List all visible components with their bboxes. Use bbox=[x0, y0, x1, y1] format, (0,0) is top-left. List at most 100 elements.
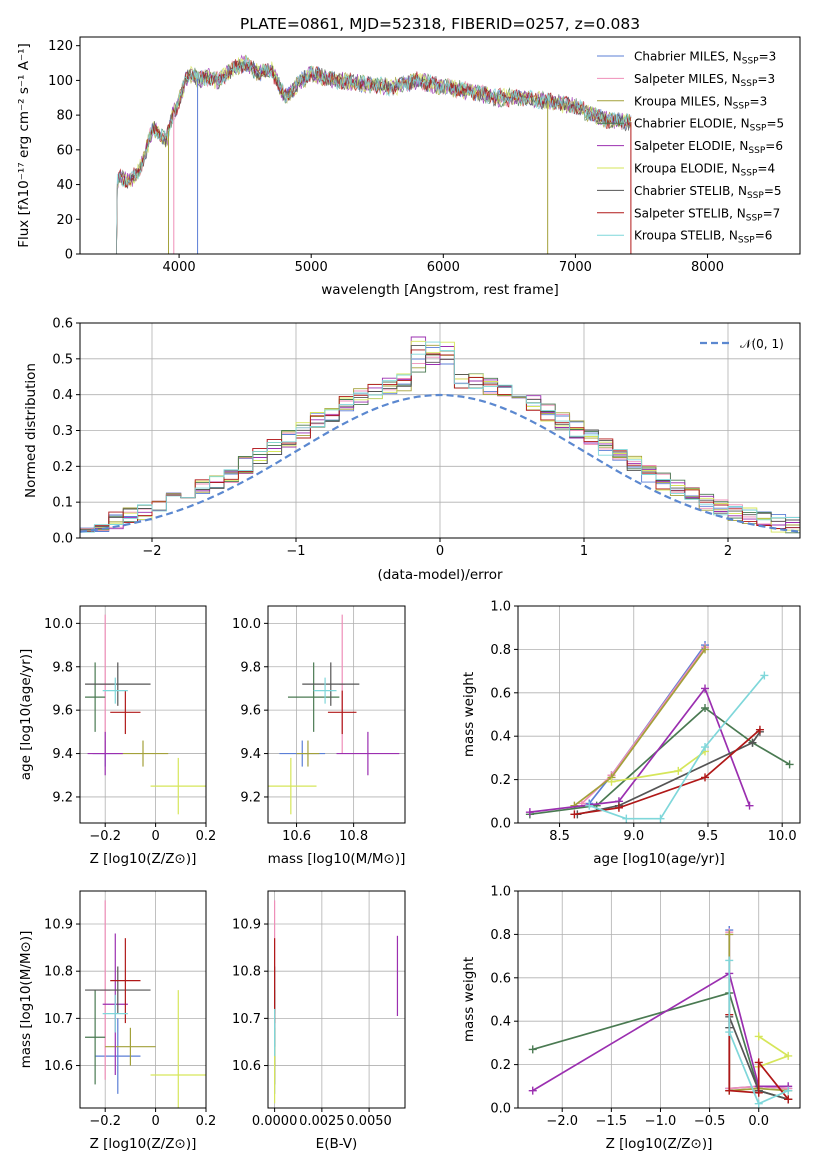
x-axis-label: Z [log10(Z/Z⊙)] bbox=[606, 1136, 713, 1152]
legend-label: Chabrier MILES, NSSP=3 bbox=[634, 50, 776, 67]
legend-label: Salpeter STELIB, NSSP=7 bbox=[634, 206, 780, 223]
ticks-residual_histogram: −2 −1 0 1 2 0.0 0.1 0.2 0.3 0.4 0.5 0.6 bbox=[52, 317, 732, 560]
mass-weight-marker bbox=[614, 803, 623, 812]
mass-weight-marker bbox=[528, 1086, 537, 1095]
axes-frame-spectrum bbox=[79, 36, 801, 255]
legend-nssp-sub: SSP bbox=[741, 79, 758, 89]
mass-weight-marker bbox=[701, 703, 710, 712]
plot-area-mass_weight_vs_metallicity bbox=[528, 926, 793, 1108]
legend-model-name: Salpeter STELIB bbox=[634, 206, 729, 220]
x-tick-label: −2 bbox=[142, 544, 161, 559]
mass-weight-marker bbox=[701, 645, 710, 654]
legend-nssp-value: 7 bbox=[773, 206, 781, 220]
y-tick-label: 9.6 bbox=[52, 704, 73, 719]
y-tick-label: 0.4 bbox=[490, 1015, 511, 1030]
x-tick-label: 7000 bbox=[559, 260, 592, 275]
legend-nssp-prefix: , N bbox=[730, 184, 747, 198]
spectrum-line bbox=[115, 59, 632, 254]
mass-weight-marker bbox=[525, 808, 534, 817]
mass-weight-marker bbox=[784, 1051, 793, 1060]
y-tick-label: 0.4 bbox=[490, 730, 511, 745]
legend-model-name: Chabrier ELODIE bbox=[634, 117, 733, 131]
ticks-mass_weight_vs_age: 8.5 9.0 9.5 10.0 0.0 0.2 0.4 0.6 0.8 1.0 bbox=[490, 600, 796, 845]
legend-nssp-eq: = bbox=[757, 162, 767, 176]
plot-area-age_vs_mass bbox=[268, 614, 400, 815]
x-tick-label: 0.2 bbox=[196, 829, 217, 844]
legend-nssp-sub: SSP bbox=[742, 57, 759, 67]
x-tick-label: 0.2 bbox=[196, 1114, 217, 1129]
ticks-spectrum: 4000 5000 6000 7000 8000 0 20 40 60 80 100 120 bbox=[48, 39, 724, 275]
grid-mass_vs_metallicity bbox=[80, 891, 207, 1108]
legend-model-name: Chabrier MILES bbox=[634, 50, 725, 64]
grid-age_vs_metallicity bbox=[80, 606, 207, 823]
x-tick-label: 10.8 bbox=[339, 829, 368, 844]
ticks-mass_weight_vs_metallicity: −2.0 −1.5 −1.0 −0.5 0.0 0.0 0.2 0.4 0.6 0.8 1.0 bbox=[490, 885, 769, 1130]
x-tick-label: 0.0025 bbox=[299, 1114, 345, 1129]
mass-weight-marker bbox=[725, 1086, 734, 1095]
grid-mass_weight_vs_metallicity bbox=[518, 890, 800, 1109]
legend-label: Salpeter MILES, NSSP=3 bbox=[634, 72, 775, 89]
y-tick-label: 10.8 bbox=[44, 965, 73, 980]
mass-weight-marker bbox=[622, 814, 631, 823]
axes-frame-age_vs_metallicity bbox=[79, 605, 207, 824]
mass-weight-marker bbox=[585, 801, 594, 810]
legend-nssp-eq: = bbox=[755, 229, 765, 243]
y-tick-label: 9.6 bbox=[240, 704, 261, 719]
x-tick-label: 10.0 bbox=[768, 829, 797, 844]
x-tick-label: 0 bbox=[436, 544, 444, 559]
ticks-mass_vs_ebv: 0.0000 0.0025 0.0050 10.6 10.7 10.8 10.9 bbox=[232, 918, 392, 1129]
grid-mass_weight_vs_age bbox=[518, 605, 800, 824]
y-tick-label: 0.4 bbox=[52, 388, 73, 403]
legend-nssp-eq: = bbox=[757, 72, 767, 86]
y-tick-label: 120 bbox=[48, 39, 73, 54]
x-axis-label: mass [log10(M/M⊙)] bbox=[268, 851, 406, 867]
legend-nssp-prefix: , N bbox=[732, 139, 749, 153]
y-tick-label: 9.8 bbox=[240, 660, 261, 675]
legend-nssp-sub: SSP bbox=[733, 101, 750, 111]
mass-weight-marker bbox=[725, 1028, 734, 1037]
x-tick-label: −2.0 bbox=[546, 1114, 578, 1129]
x-tick-label: 6000 bbox=[427, 260, 460, 275]
legend-nssp-eq: = bbox=[763, 206, 773, 220]
y-tick-label: 40 bbox=[56, 178, 73, 193]
axes-mass_weight_vs_age: 8.5 9.0 9.5 10.0 0.0 0.2 0.4 0.6 0.8 1.0 age [log1… bbox=[461, 600, 801, 867]
legend-nssp-prefix: , N bbox=[724, 162, 741, 176]
x-tick-label: −0.5 bbox=[694, 1114, 726, 1129]
legend-nssp-prefix: , N bbox=[733, 117, 750, 131]
mass-weight-marker bbox=[754, 1032, 763, 1041]
axes-frame-mass_vs_metallicity bbox=[79, 890, 207, 1109]
y-tick-label: 0.0 bbox=[52, 532, 73, 547]
y-axis-label: mass [log10(M/M⊙)] bbox=[18, 931, 34, 1069]
legend-nssp-value: 3 bbox=[760, 94, 768, 108]
y-tick-label: 9.2 bbox=[240, 790, 261, 805]
legend-nssp-sub: SSP bbox=[750, 124, 767, 134]
plot-area-mass_vs_ebv bbox=[274, 900, 399, 1104]
y-tick-label: 10.9 bbox=[232, 918, 261, 933]
x-tick-label: 9.0 bbox=[623, 829, 644, 844]
y-axis-label: Flux [fλ10⁻¹⁷ erg cm⁻² s⁻¹ A⁻¹] bbox=[16, 43, 32, 248]
legend-nssp-value: 3 bbox=[767, 72, 775, 86]
y-tick-label: 9.2 bbox=[52, 790, 73, 805]
mass-weight-line bbox=[529, 706, 791, 816]
axes-layer: 4000 5000 6000 7000 8000020406080100120wavel… bbox=[16, 36, 801, 1152]
axes-mass_weight_vs_metallicity: −2.0 −1.5 −1.0 −0.5 0.0 0.0 0.2 0.4 0.6 0.8 1.0 Z [… bbox=[461, 885, 801, 1152]
legend-nssp-value: 6 bbox=[765, 229, 773, 243]
y-tick-label: 10.8 bbox=[232, 965, 261, 980]
mass-weight-marker bbox=[754, 1058, 763, 1067]
plot-area-mass_vs_metallicity bbox=[85, 900, 206, 1108]
y-tick-label: 0 bbox=[65, 248, 73, 263]
legend-nssp-value: 6 bbox=[775, 139, 783, 153]
legend-model-name: Kroupa MILES bbox=[634, 94, 716, 108]
legend-label: Chabrier ELODIE, NSSP=5 bbox=[634, 117, 784, 134]
y-tick-label: 0.6 bbox=[52, 317, 73, 332]
y-tick-label: 80 bbox=[56, 109, 73, 124]
mass-weight-marker bbox=[755, 725, 764, 734]
mass-weight-marker bbox=[754, 1099, 763, 1108]
legend-nssp-eq: = bbox=[759, 50, 769, 64]
x-tick-label: 1 bbox=[580, 544, 588, 559]
x-tick-label: −0.2 bbox=[89, 829, 121, 844]
mass-weight-marker bbox=[725, 930, 734, 939]
x-tick-label: −0.2 bbox=[89, 1114, 121, 1129]
legend-model-name: Kroupa STELIB bbox=[634, 229, 721, 243]
